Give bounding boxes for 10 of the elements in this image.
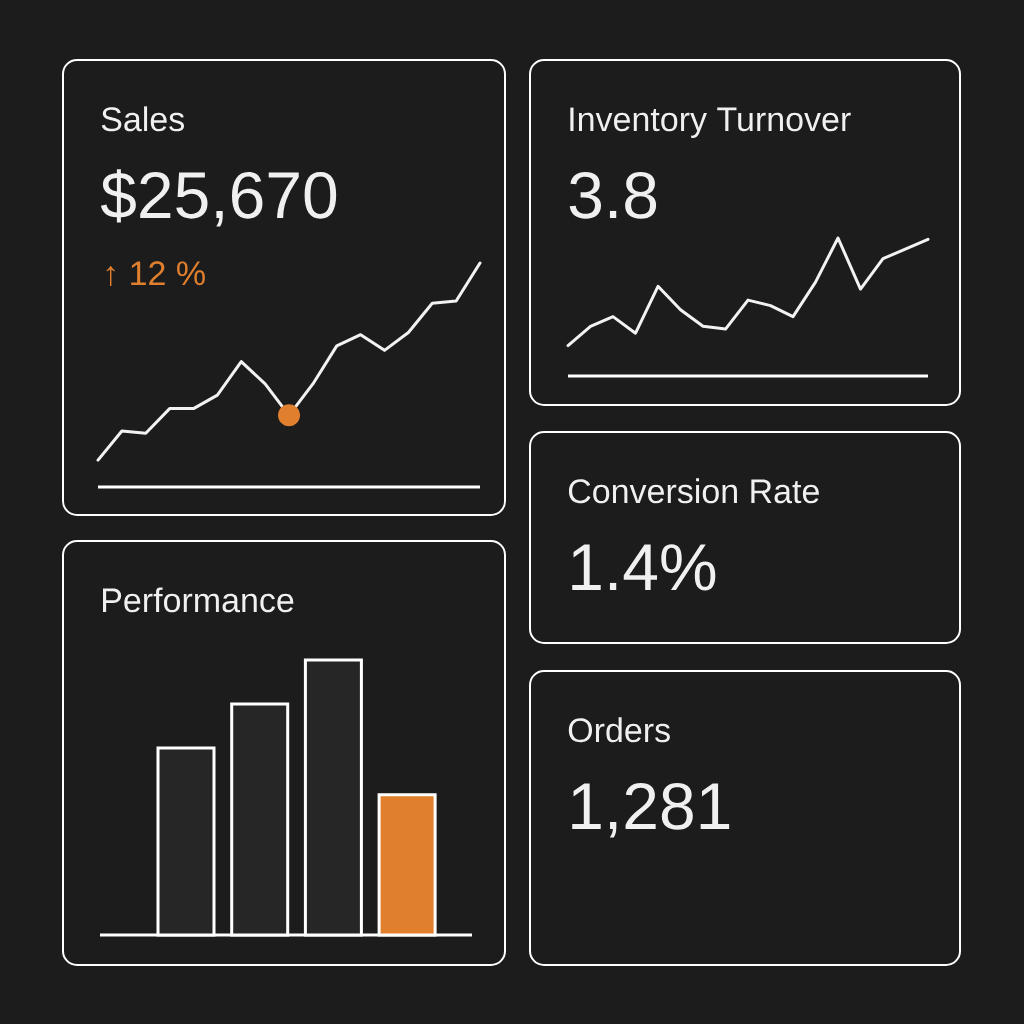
- text: Conversion Rate: [568, 478, 819, 504]
- text: 1.4%: [572, 544, 716, 591]
- chart-title: Sales: [101, 106, 184, 132]
- chart-subtitle: $25,670: [100, 169, 337, 227]
- chart-subtitle: 3.8: [569, 171, 657, 219]
- chart-title: Performance: [103, 587, 294, 613]
- text: Orders: [568, 717, 670, 743]
- annotation: ↑ 12 %: [106, 261, 205, 287]
- text: 1,281: [572, 782, 730, 838]
- chart-title: Inventory Turnover: [570, 107, 851, 139]
